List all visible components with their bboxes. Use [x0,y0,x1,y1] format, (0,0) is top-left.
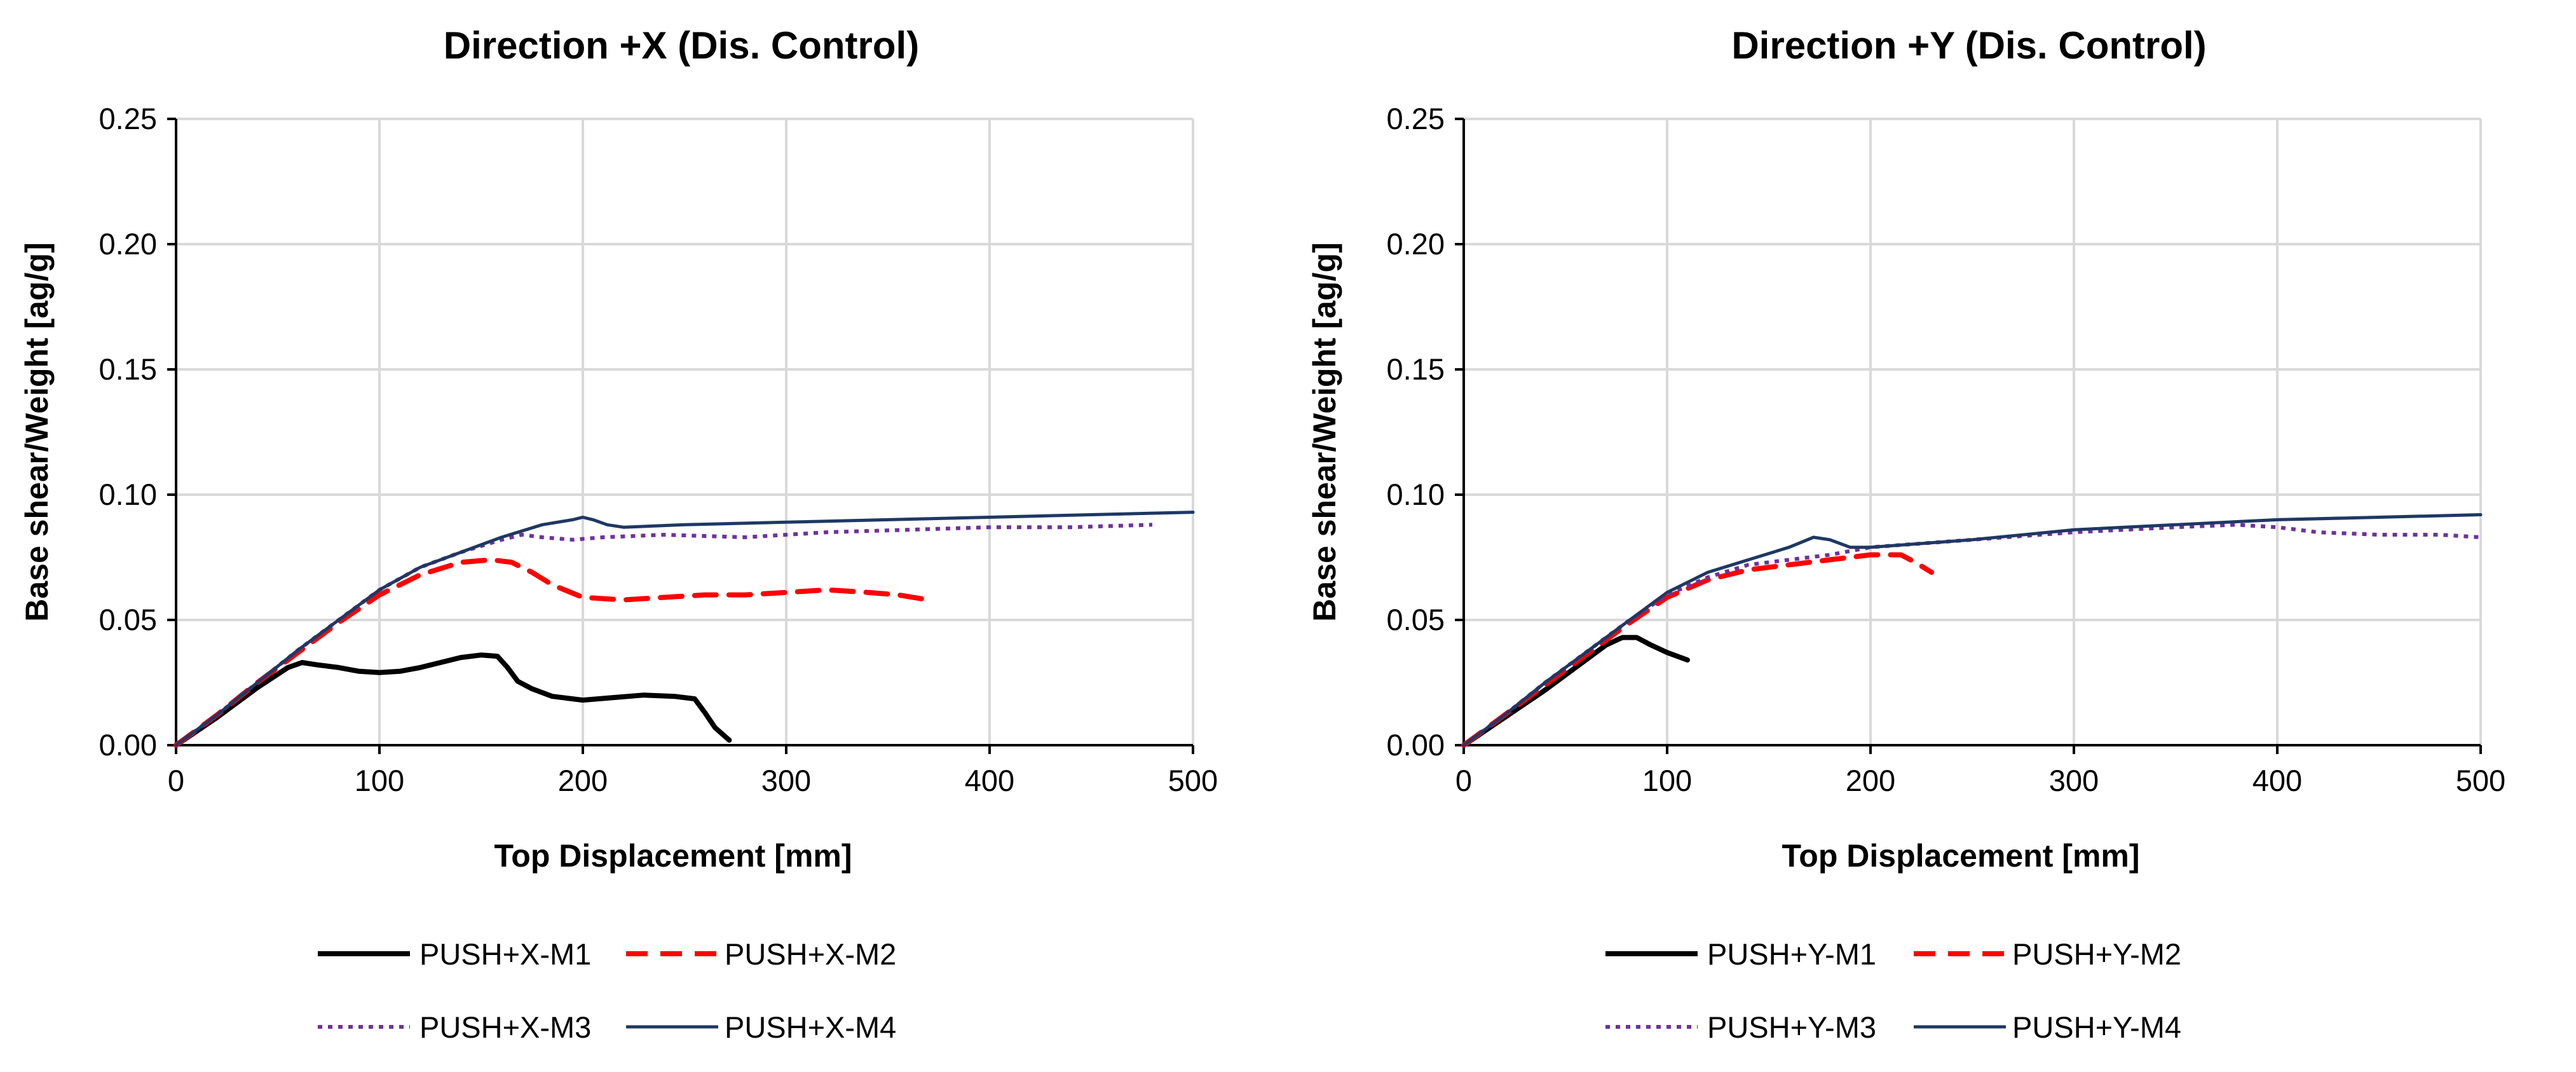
series-group [174,511,1195,748]
y-tick-label: 0.15 [1387,352,1445,386]
y-tick-label: 0.00 [99,728,157,762]
y-tick-label: 0.05 [99,603,157,636]
series-group [1461,513,2483,748]
x-tick-label: 300 [2049,764,2099,797]
x-tick-label: 0 [1455,764,1472,797]
series-line-push-y-m1 [1461,635,1690,748]
y-tick-label: 0.10 [1387,478,1445,511]
y-tick-label: 0.25 [99,102,157,135]
x-tick-label: 500 [2456,764,2505,797]
x-tick-label: 200 [558,764,608,797]
y-tick-label: 0.25 [1387,102,1445,135]
x-tick-label: 200 [1846,764,1895,797]
legend-label: PUSH+Y-M1 [1707,937,1876,971]
legend-label: PUSH+X-M3 [419,1010,591,1044]
gridlines [176,118,1194,745]
y-tick-label: 0.00 [1387,728,1445,762]
legend-label: PUSH+X-M1 [419,937,591,971]
legend-label: PUSH+Y-M2 [2012,937,2181,971]
x-tick-label: 400 [965,764,1014,797]
chart-direction-x: Direction +X (Dis. Control) 0 100 200 300 400… [19,24,1218,1044]
series-line-push-x-m1 [174,652,732,748]
series-line-push-y-m2 [1461,552,1934,748]
legend-label: PUSH+Y-M4 [2012,1010,2181,1044]
x-axis-label: Top Displacement [mm] [1782,838,2139,874]
chart-title: Direction +X (Dis. Control) [444,24,919,67]
x-tick-label: 400 [2252,764,2302,797]
chart-title: Direction +Y (Dis. Control) [1731,24,2206,67]
chart-direction-y: Direction +Y (Dis. Control) 0 100 200 300 400… [1307,24,2505,1044]
y-axis-label: Base shear/Weight [ag/g] [1307,242,1342,621]
legend-label: PUSH+X-M4 [725,1010,896,1044]
legend: PUSH+X-M1 PUSH+X-M2 PUSH+X-M3 PUSH+X-M4 [318,937,896,1044]
x-axis-label: Top Displacement [mm] [494,838,852,874]
y-tick-label: 0.20 [1387,227,1445,261]
x-tick-label: 300 [761,764,811,797]
gridlines [1464,118,2482,745]
y-tick-label: 0.05 [1387,603,1445,636]
series-line-push-x-m4 [174,511,1195,747]
x-tick-label: 100 [1642,764,1692,797]
y-tick-label: 0.20 [99,227,157,261]
x-tick-label: 100 [355,764,404,797]
y-axis-label: Base shear/Weight [ag/g] [19,242,55,621]
legend-label: PUSH+Y-M3 [1707,1010,1876,1044]
y-tick-label: 0.15 [99,352,157,386]
x-tick-label: 0 [168,764,184,797]
legend: PUSH+Y-M1 PUSH+Y-M2 PUSH+Y-M3 PUSH+Y-M4 [1605,937,2181,1044]
series-line-push-y-m4 [1462,513,2483,747]
y-tick-label: 0.10 [99,478,157,511]
series-line-push-x-m2 [174,557,931,748]
x-tick-label: 500 [1168,764,1218,797]
legend-label: PUSH+X-M2 [725,937,896,971]
